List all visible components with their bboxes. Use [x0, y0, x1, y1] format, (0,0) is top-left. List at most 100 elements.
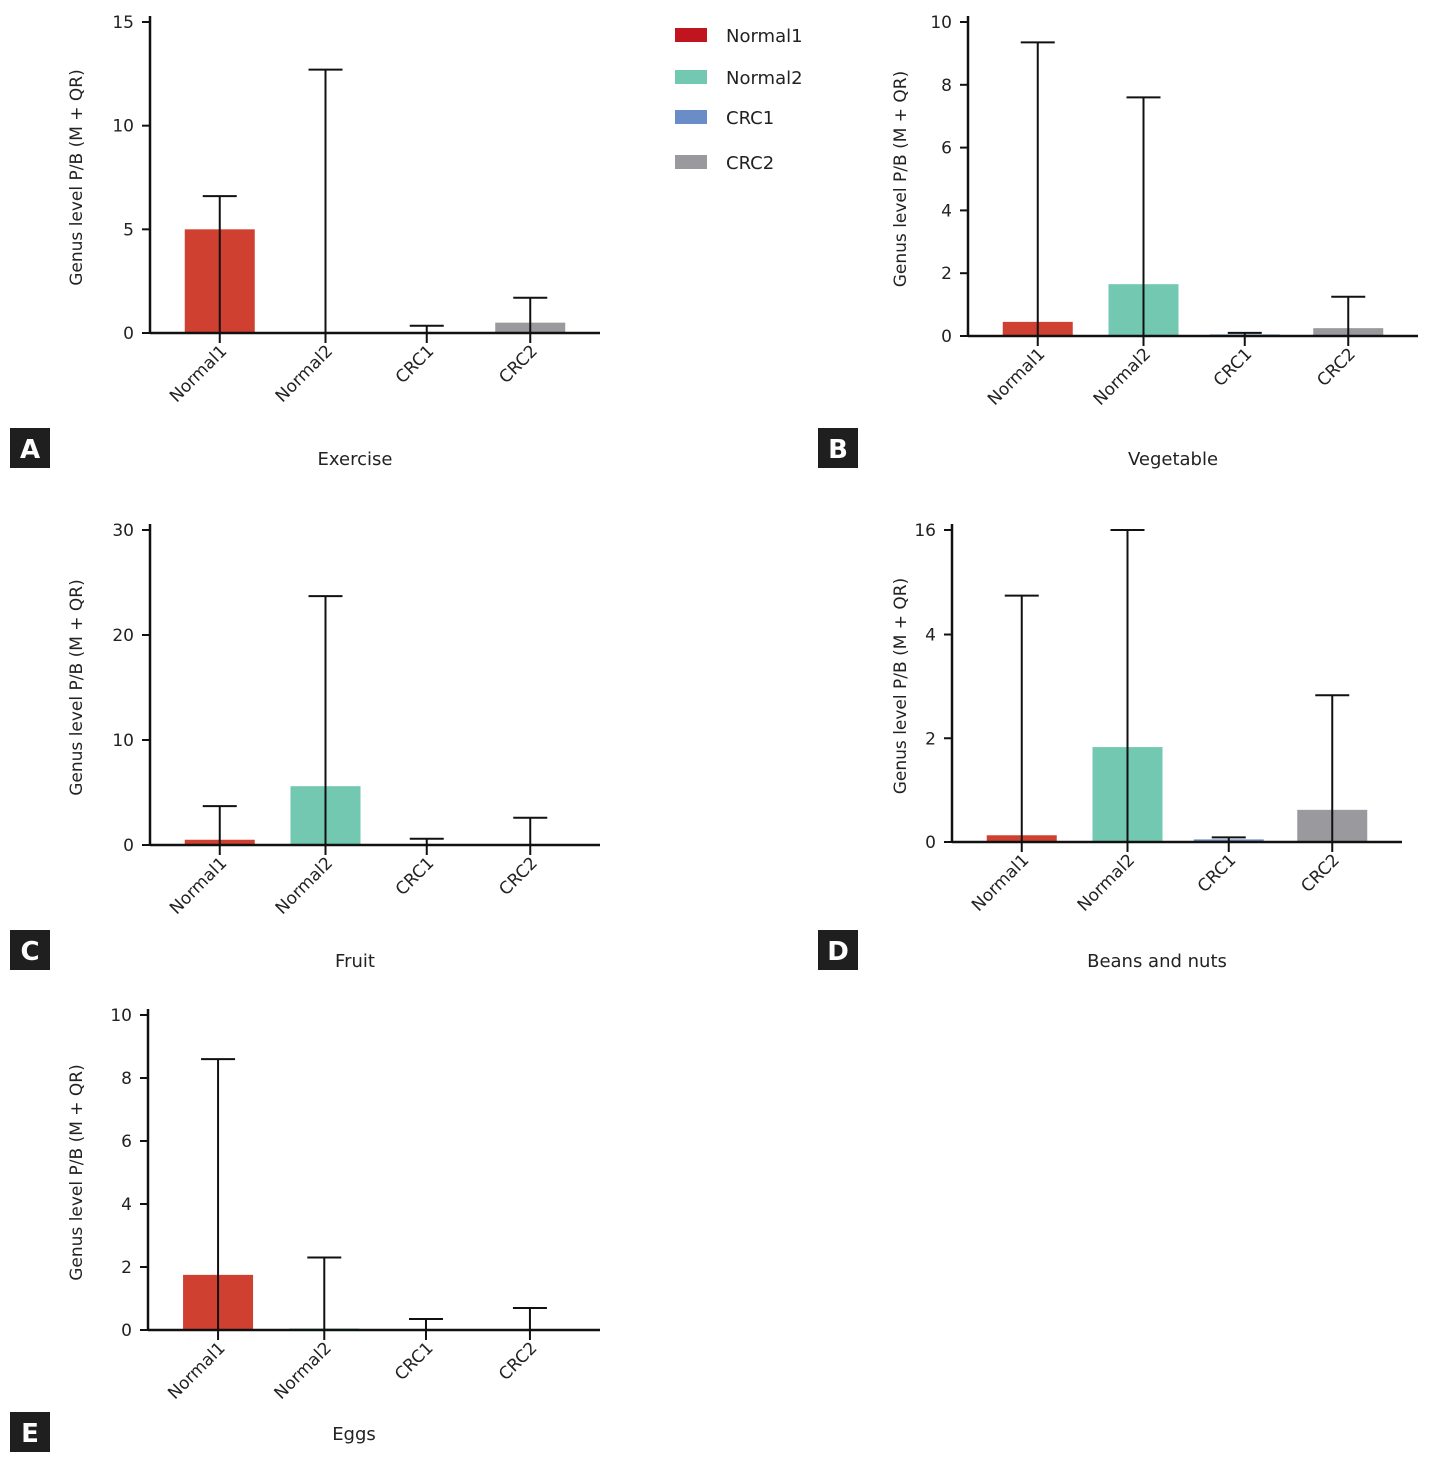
panel-letter-box — [818, 428, 858, 468]
y-tick-label: 10 — [112, 731, 134, 751]
error-bar-crc2 — [1315, 694, 1350, 852]
y-tick-label: 6 — [941, 139, 952, 159]
error-bar-normal2 — [1110, 529, 1145, 852]
panel-a: Normal1 Normal2 CRC1 CRC2 0 5 10 15 Genus level … — [10, 13, 600, 470]
panel-letter-box — [10, 930, 50, 970]
y-tick-label: 8 — [941, 76, 952, 96]
x-axis-label: Exercise — [318, 449, 393, 470]
y-tick-label: 2 — [941, 264, 952, 284]
error-bar-crc2 — [513, 816, 548, 855]
y-axis-label: Genus level P/B (M + QR) — [67, 579, 87, 796]
y-tick-label: 0 — [925, 833, 936, 853]
category-label-crc1: CRC1 — [391, 1338, 437, 1384]
category-label-normal2: Normal2 — [272, 341, 337, 406]
y-axis-label: Genus level P/B (M + QR) — [891, 71, 911, 288]
y-tick-label: 15 — [112, 13, 134, 33]
panel-letter: A — [10, 428, 50, 468]
error-bar-normal1 — [202, 805, 237, 855]
error-bar-crc1 — [1211, 836, 1246, 852]
panel-letter: C — [10, 930, 50, 970]
panel-b: Normal1 Normal2 CRC1 CRC2 0 2 4 6 8 10 Genus level… — [818, 13, 1418, 470]
panel-letter-box — [818, 930, 858, 970]
panel-letter-box — [10, 1412, 50, 1452]
category-label-crc2: CRC2 — [495, 853, 541, 899]
category-label-crc1: CRC1 — [1210, 344, 1256, 390]
error-bar-normal2 — [308, 595, 343, 855]
category-label-normal1: Normal1 — [166, 853, 231, 918]
x-axis-label: Beans and nuts — [1087, 951, 1227, 972]
y-tick-label: 30 — [112, 521, 134, 541]
panel-letter-text: B — [828, 435, 848, 465]
panel-letter-text: A — [20, 435, 40, 465]
error-bar-normal2 — [308, 68, 343, 343]
y-tick-label: 8 — [121, 1069, 132, 1089]
panel-letter-box — [10, 428, 50, 468]
error-bar-crc2 — [512, 1306, 547, 1340]
category-label-normal2: Normal2 — [1074, 850, 1139, 915]
legend-item-crc1: CRC1 — [675, 108, 774, 129]
legend-item-crc2: CRC2 — [675, 153, 774, 174]
legend-swatch — [675, 110, 707, 124]
error-bar-normal1 — [1004, 594, 1039, 852]
category-label-normal1: Normal1 — [968, 850, 1033, 915]
category-label-crc1: CRC1 — [392, 853, 438, 899]
legend-item-normal1: Normal1 — [675, 26, 803, 47]
error-bar-crc2 — [1331, 295, 1366, 346]
legend-label: CRC1 — [726, 108, 774, 129]
panel-letter: B — [818, 428, 858, 468]
y-axis-label: Genus level P/B (M + QR) — [891, 578, 911, 795]
y-tick-label: 2 — [121, 1258, 132, 1278]
legend-swatch — [675, 28, 707, 42]
category-label-normal1: Normal1 — [164, 1338, 229, 1403]
category-label-crc2: CRC2 — [495, 1338, 541, 1384]
panel-d: Normal1 Normal2 CRC1 CRC2 0 2 4 16 Genus level P… — [818, 521, 1402, 972]
error-bar-normal1 — [201, 1058, 236, 1340]
y-tick-label: 4 — [925, 626, 936, 646]
x-axis-label: Vegetable — [1128, 449, 1218, 470]
error-bar-normal1 — [202, 195, 237, 343]
y-tick-label: 5 — [123, 220, 134, 240]
y-tick-label: 16 — [914, 521, 936, 541]
y-tick-label: 10 — [112, 117, 134, 137]
category-label-crc2: CRC2 — [1297, 850, 1343, 896]
error-bar-crc1 — [409, 837, 444, 855]
category-label-normal2: Normal2 — [271, 1338, 336, 1403]
category-label-crc1: CRC1 — [392, 341, 438, 387]
y-tick-label: 2 — [925, 729, 936, 749]
category-label-normal1: Normal1 — [984, 344, 1049, 409]
legend: Normal1 Normal2 CRC1 CRC2 — [675, 26, 803, 174]
x-axis-label: Eggs — [332, 1424, 376, 1445]
panel-c: Normal1 Normal2 CRC1 CRC2 0 10 20 30 Genus level… — [10, 521, 600, 972]
legend-swatch — [675, 70, 707, 84]
y-tick-label: 10 — [110, 1006, 132, 1026]
category-label-normal2: Normal2 — [1090, 344, 1155, 409]
y-tick-label: 20 — [112, 626, 134, 646]
y-axis-label: Genus level P/B (M + QR) — [67, 69, 87, 286]
y-tick-label: 0 — [123, 324, 134, 344]
category-label-normal2: Normal2 — [272, 853, 337, 918]
y-axis-label: Genus level P/B (M + QR) — [67, 1064, 87, 1281]
y-tick-label: 4 — [121, 1195, 132, 1215]
panel-letter-text: C — [20, 937, 39, 967]
panel-letter: D — [818, 930, 858, 970]
y-tick-label: 6 — [121, 1132, 132, 1152]
error-bar-normal2 — [307, 1256, 342, 1340]
y-tick-label: 0 — [121, 1321, 132, 1341]
error-bar-normal1 — [1020, 41, 1055, 346]
legend-swatch — [675, 155, 707, 169]
panel-letter-text: D — [827, 937, 849, 967]
panel-e: Normal1 Normal2 CRC1 CRC2 0 2 4 6 8 10 Genus level… — [10, 1006, 600, 1452]
category-label-crc1: CRC1 — [1194, 850, 1240, 896]
category-label-crc2: CRC2 — [1313, 344, 1359, 390]
error-bar-crc1 — [409, 324, 444, 343]
legend-label: CRC2 — [726, 153, 774, 174]
legend-item-normal2: Normal2 — [675, 68, 803, 89]
legend-label: Normal1 — [726, 26, 803, 47]
legend-label: Normal2 — [726, 68, 803, 89]
error-bar-crc2 — [513, 296, 548, 343]
panel-letter-text: E — [21, 1419, 39, 1449]
y-tick-label: 0 — [941, 327, 952, 347]
y-tick-label: 4 — [941, 201, 952, 221]
y-tick-label: 0 — [123, 836, 134, 856]
